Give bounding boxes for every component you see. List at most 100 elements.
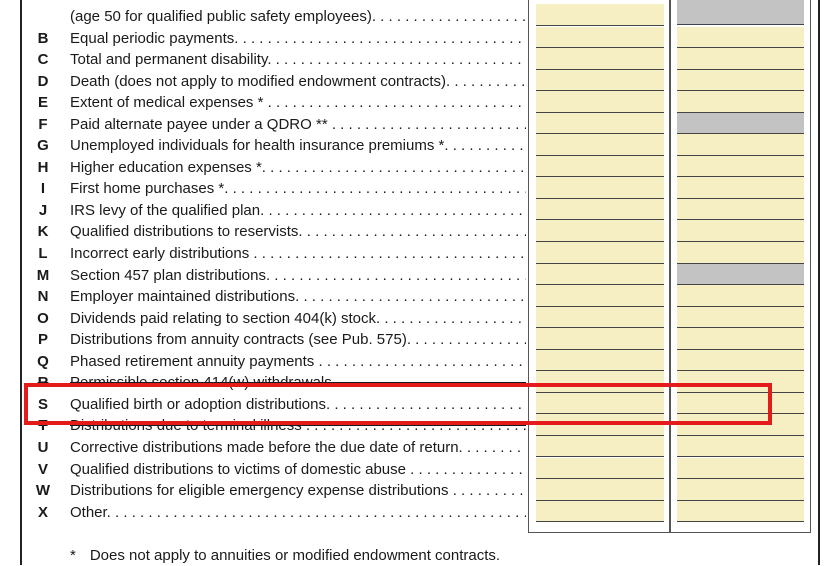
exception-code: U [37,438,49,456]
amount-input-col2[interactable] [677,392,804,415]
exception-description: Paid alternate payee under a QDRO ** . .… [70,115,526,133]
exception-row: L Incorrect early distributions . . . . .… [0,243,840,265]
exception-code: X [37,503,48,521]
continuation-shaded-col2 [677,0,804,25]
amount-input-col1[interactable] [536,371,664,393]
exception-row: I First home purchases *. . . . . . . . .… [0,178,840,200]
exception-description: Qualified distributions to reservists. .… [70,223,526,241]
amount-input-col2[interactable] [677,48,804,70]
amount-input-col1[interactable] [536,48,664,70]
amount-input-col2[interactable] [677,155,804,178]
amount-input-col1[interactable] [536,198,664,221]
amount-input-col2[interactable] [677,349,804,372]
amount-input-col2[interactable] [677,26,804,48]
amount-input-col2[interactable] [677,500,804,523]
amount-input-col2[interactable] [677,91,804,113]
exception-code: B [37,29,49,47]
amount-input-col2[interactable] [677,220,804,242]
exception-code: P [37,331,48,349]
continuation-input-col1[interactable] [536,4,664,26]
amount-input-col2[interactable] [677,198,804,221]
exception-row: W Distributions for eligible emergency ex… [0,480,840,502]
exception-row: M Section 457 plan distributions. . . . .… [0,265,840,287]
exception-row: B Equal periodic payments. . . . . . . . … [0,28,840,50]
exception-description: Extent of medical expenses * . . . . . .… [70,94,526,112]
amount-input-col1[interactable] [536,26,664,48]
exception-description: Dividends paid relating to section 404(k… [70,309,526,327]
exception-code: J [38,201,48,219]
amount-input-col2[interactable] [677,371,804,393]
exception-row: F Paid alternate payee under a QDRO ** . … [0,114,840,136]
amount-input-col2[interactable] [677,69,804,92]
amount-input-col1[interactable] [536,328,664,350]
exception-description: Section 457 plan distributions. . . . . … [70,266,526,284]
amount-input-col2[interactable] [677,134,804,156]
amount-input-col1[interactable] [536,91,664,113]
exception-row: C Total and permanent disability. . . . .… [0,49,840,71]
exception-code: L [38,245,48,262]
amount-input-col1[interactable] [536,177,664,199]
amount-input-col2[interactable] [677,479,804,501]
amount-input-col1[interactable] [536,392,664,415]
amount-input-col1[interactable] [536,306,664,329]
exception-description: Total and permanent disability. . . . . … [70,51,526,69]
amount-input-col2[interactable] [677,306,804,329]
amount-input-col2[interactable] [677,328,804,350]
exception-description: Distributions from annuity contracts (se… [70,331,526,349]
exception-code: E [37,94,48,112]
exception-description: Corrective distributions made before the… [70,438,526,456]
exception-code: S [37,395,48,413]
exception-code: G [37,137,49,155]
exception-description: Employer maintained distributions. . . .… [70,288,526,306]
amount-input-col2[interactable] [677,435,804,458]
exception-row: P Distributions from annuity contracts (s… [0,329,840,351]
exception-description: Other. . . . . . . . . . . . . . . . . .… [70,503,526,521]
amount-input-col2[interactable] [677,285,804,307]
continuation-row: (age 50 for qualified public safety empl… [0,6,840,28]
exception-description: Incorrect early distributions . . . . . … [70,245,526,262]
highlight-box-row-s [24,383,772,425]
exception-code: W [35,482,51,500]
amount-input-col1[interactable] [536,220,664,242]
exception-row: O Dividends paid relating to section 404(… [0,308,840,330]
amount-input-col2[interactable] [677,177,804,199]
exception-code: I [40,180,46,198]
exception-code: O [37,309,49,327]
amount-input-col1[interactable] [536,155,664,178]
shaded-cell-col2 [677,263,804,286]
exception-description: Qualified distributions to victims of do… [70,460,526,478]
exception-description: Unemployed individuals for health insura… [70,137,526,155]
exception-description: IRS levy of the qualified plan. . . . . … [70,201,526,219]
exception-description: Higher education expenses *. . . . . . .… [70,158,526,176]
exception-row: X Other. . . . . . . . . . . . . . . . . … [0,502,840,524]
amount-input-col1[interactable] [536,285,664,307]
amount-input-col1[interactable] [536,69,664,92]
exception-code: H [37,158,49,176]
exception-row: R Permissible section 414(w) withdrawals.… [0,372,840,394]
exception-row: S Qualified birth or adoption distributio… [0,394,840,416]
exception-row: N Employer maintained distributions. . . … [0,286,840,308]
exception-row: U Corrective distributions made before th… [0,437,840,459]
exception-row: G Unemployed individuals for health insur… [0,135,840,157]
amount-input-col1[interactable] [536,134,664,156]
amount-input-col2[interactable] [677,242,804,264]
amount-input-col1[interactable] [536,112,664,135]
amount-input-col1[interactable] [536,479,664,501]
exception-description: Permissible section 414(w) withdrawals. … [70,374,526,392]
amount-input-col1[interactable] [536,349,664,372]
footnote: * Does not apply to annuities or modified… [70,547,501,564]
exception-code: K [37,223,49,241]
amount-input-col1[interactable] [536,500,664,523]
exception-description: First home purchases *. . . . . . . . . … [70,180,526,198]
amount-input-col2[interactable] [677,414,804,436]
amount-input-col2[interactable] [677,457,804,479]
amount-input-col1[interactable] [536,457,664,479]
amount-input-col1[interactable] [536,242,664,264]
exception-code: R [37,374,49,392]
exception-row: V Qualified distributions to victims of d… [0,459,840,481]
amount-input-col1[interactable] [536,414,664,436]
amount-input-col1[interactable] [536,263,664,286]
exception-code: T [38,417,48,435]
exception-code: N [37,288,49,306]
amount-input-col1[interactable] [536,435,664,458]
